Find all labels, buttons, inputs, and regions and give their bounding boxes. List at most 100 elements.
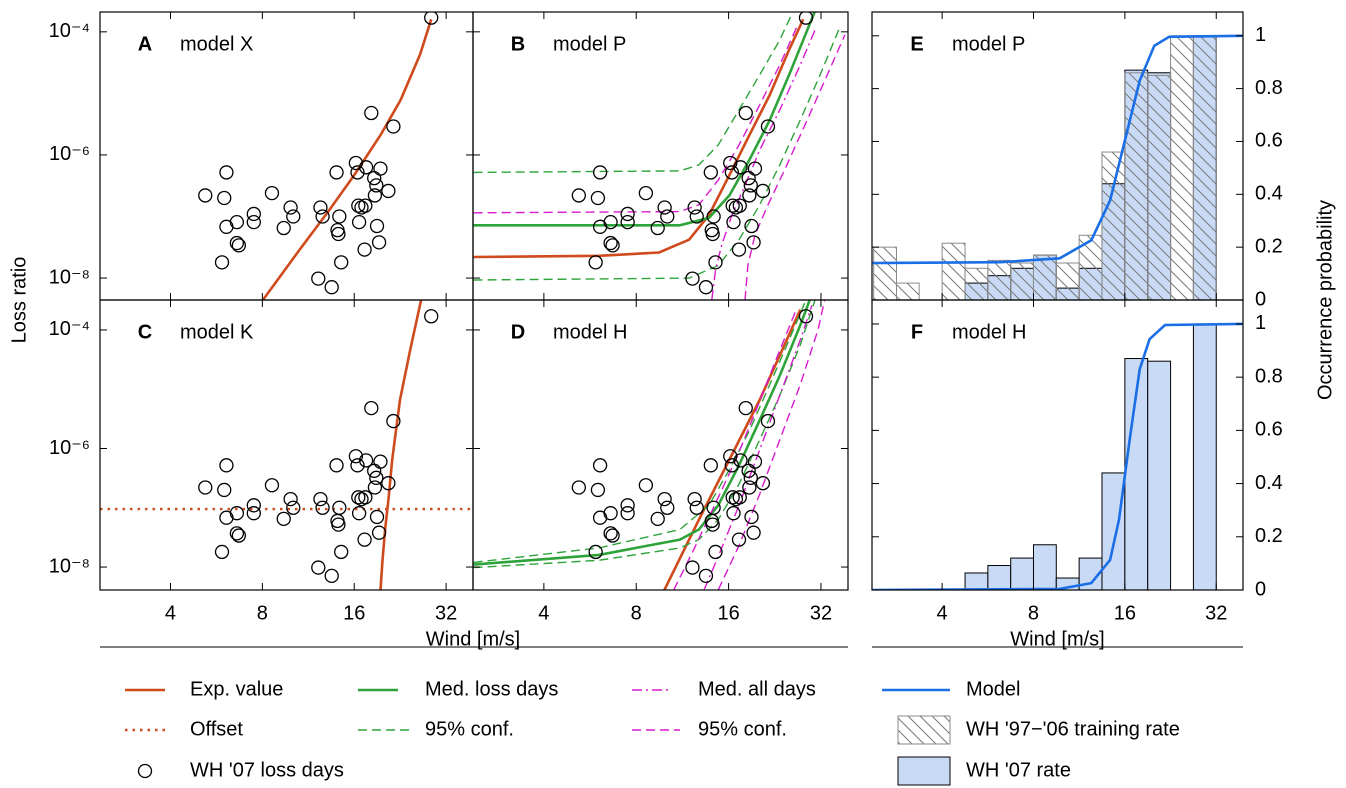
point <box>351 490 366 505</box>
point <box>706 500 721 515</box>
point <box>371 525 387 540</box>
point <box>705 517 720 532</box>
line <box>711 29 816 300</box>
point <box>731 242 747 257</box>
line <box>473 26 798 214</box>
bar <box>1124 72 1149 300</box>
point <box>732 490 747 505</box>
point <box>592 165 608 180</box>
point <box>760 119 776 134</box>
point <box>381 183 396 199</box>
panel-title: model K <box>180 321 254 343</box>
point <box>660 209 675 224</box>
point <box>358 160 374 175</box>
panel-letter: D <box>511 321 525 343</box>
point <box>725 490 740 505</box>
panel-title: model X <box>180 33 253 55</box>
y-tick-label: 1 <box>1255 24 1266 46</box>
point <box>219 458 234 473</box>
point <box>231 238 247 253</box>
point <box>744 218 759 234</box>
point <box>198 480 213 495</box>
plot-area <box>100 300 473 590</box>
legend-label: WH '97−'06 training rate <box>966 718 1180 740</box>
point <box>332 209 347 224</box>
point <box>747 161 763 176</box>
frame <box>472 299 849 591</box>
y-tick-label: 0.8 <box>1255 77 1283 99</box>
point <box>726 214 741 230</box>
point <box>313 491 328 507</box>
bar <box>1010 262 1034 300</box>
point <box>350 165 365 180</box>
point <box>358 490 373 505</box>
point <box>746 525 761 540</box>
bar <box>964 572 989 590</box>
point <box>605 528 620 543</box>
point <box>246 506 261 521</box>
y-tick-label: 0 <box>1255 288 1266 310</box>
point <box>364 105 379 121</box>
point <box>588 544 603 560</box>
point <box>689 209 704 224</box>
point <box>733 160 748 175</box>
bar <box>987 259 1012 300</box>
legend-marker <box>137 763 153 779</box>
y-tick-label: 10⁻⁶ <box>49 437 90 459</box>
legend-label: Med. loss days <box>425 678 558 700</box>
line <box>473 18 805 259</box>
point <box>276 220 291 236</box>
point <box>605 238 620 253</box>
point <box>219 165 234 180</box>
point <box>311 560 326 575</box>
point <box>334 255 349 270</box>
panel-letter: F <box>911 321 923 343</box>
point <box>703 458 718 473</box>
point <box>603 506 618 521</box>
legend-label: Model <box>966 678 1020 700</box>
x-tick-label: 4 <box>538 602 549 624</box>
point <box>313 200 328 215</box>
panel-letter: C <box>138 321 152 343</box>
bar <box>1101 472 1126 590</box>
plot-area <box>872 34 1243 300</box>
bar <box>1170 35 1194 300</box>
point <box>620 206 635 222</box>
point <box>357 532 372 547</box>
point <box>657 491 672 507</box>
point <box>723 155 738 171</box>
point <box>424 12 439 25</box>
point <box>348 155 364 171</box>
point <box>590 190 606 206</box>
y-tick-label: 0.4 <box>1255 183 1283 205</box>
point <box>760 413 776 429</box>
y-tick-label: 0.6 <box>1255 130 1283 152</box>
y-tick-label: 10⁻⁴ <box>49 20 90 42</box>
legend-label: Med. all days <box>698 678 816 700</box>
point <box>703 165 718 180</box>
point <box>723 449 738 464</box>
point <box>603 214 618 230</box>
point <box>706 209 721 224</box>
point <box>733 453 748 468</box>
y-tick-label: 0.8 <box>1255 365 1283 387</box>
x-tick-label: 32 <box>435 602 457 624</box>
point <box>229 214 245 230</box>
line <box>872 34 1243 265</box>
point <box>214 544 230 560</box>
bar <box>1032 544 1057 590</box>
bar <box>896 282 920 300</box>
point <box>264 478 280 493</box>
point <box>660 500 675 515</box>
panel-title: model P <box>553 33 626 55</box>
point <box>229 526 245 541</box>
point <box>725 198 740 213</box>
x-axis-label: Wind [m/s] <box>1010 628 1104 650</box>
point <box>743 178 758 193</box>
point <box>283 200 298 215</box>
point <box>351 198 366 213</box>
point <box>755 476 771 491</box>
point <box>369 218 385 234</box>
